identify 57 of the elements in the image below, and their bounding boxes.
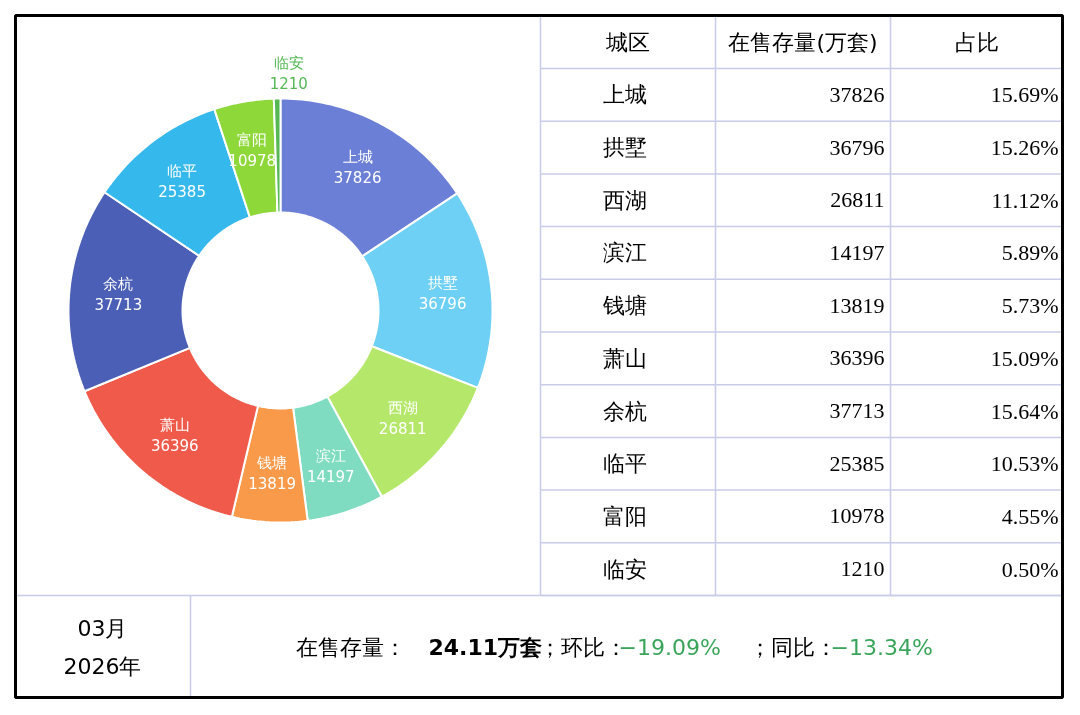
data-label: 36796 (418, 295, 467, 314)
data-label: 1210 (269, 74, 308, 93)
category-label: 拱墅 (602, 135, 647, 161)
data-label: 14197 (306, 467, 355, 486)
slice-label: 余杭 (103, 275, 134, 294)
data-label: 37713 (94, 296, 143, 315)
slice-label: 滨江 (315, 446, 346, 465)
slice-label: 拱墅 (427, 274, 458, 293)
text: 10978 (829, 503, 885, 529)
text: 11.12% (991, 187, 1059, 213)
category-label: 临安 (602, 556, 647, 582)
text: 城区 (605, 29, 650, 55)
slice-label: 临安 (273, 53, 304, 72)
text: 37826 (829, 81, 885, 107)
text: 占比 (954, 29, 999, 55)
text: 25385 (829, 450, 885, 476)
text: 4.55% (1001, 503, 1059, 529)
slice-label: 西湖 (387, 399, 418, 418)
category-label: 滨江 (602, 240, 647, 266)
text: 03月 (77, 616, 128, 641)
text: 0.50% (1001, 556, 1059, 582)
text: 15.64% (990, 398, 1059, 424)
text: 15.09% (990, 345, 1059, 371)
text: 36796 (829, 134, 885, 160)
category-label: 余杭 (602, 398, 647, 424)
slice-label: 钱塘 (256, 454, 288, 473)
text: 13819 (829, 292, 885, 318)
text: 15.26% (990, 135, 1059, 161)
text: 10.53% (990, 451, 1059, 477)
text: 在售存量： (295, 635, 406, 660)
category-label: 萧山 (602, 345, 647, 371)
data-label: 36396 (150, 436, 199, 455)
text: 5.73% (1001, 293, 1059, 319)
slice-label: 临平 (167, 161, 198, 180)
data-label: 13819 (248, 475, 296, 494)
data-label: 26811 (378, 420, 427, 439)
category-label: 富阳 (602, 503, 647, 529)
category-label: 西湖 (602, 187, 647, 213)
text: 14197 (829, 239, 885, 265)
text: −13.34% (830, 635, 933, 660)
text: 2026年 (63, 654, 142, 679)
text: 1210 (840, 556, 885, 582)
text: 36396 (829, 345, 885, 371)
category-label: 上城 (602, 82, 647, 108)
category-label: 临平 (602, 451, 647, 477)
text: 5.89% (1001, 240, 1059, 266)
slice-label: 萧山 (159, 415, 190, 434)
slice-label: 富阳 (237, 130, 268, 149)
data-label: 25385 (158, 182, 206, 201)
slice-label: 上城 (342, 147, 373, 166)
category-label: 钱塘 (602, 293, 647, 319)
text: 在售存量(万套) (728, 29, 878, 55)
text: 15.69% (990, 82, 1059, 108)
text: 37713 (829, 398, 885, 424)
data-label: 37826 (333, 168, 382, 187)
text: 26811 (830, 187, 885, 213)
text: −19.09% (618, 635, 721, 660)
